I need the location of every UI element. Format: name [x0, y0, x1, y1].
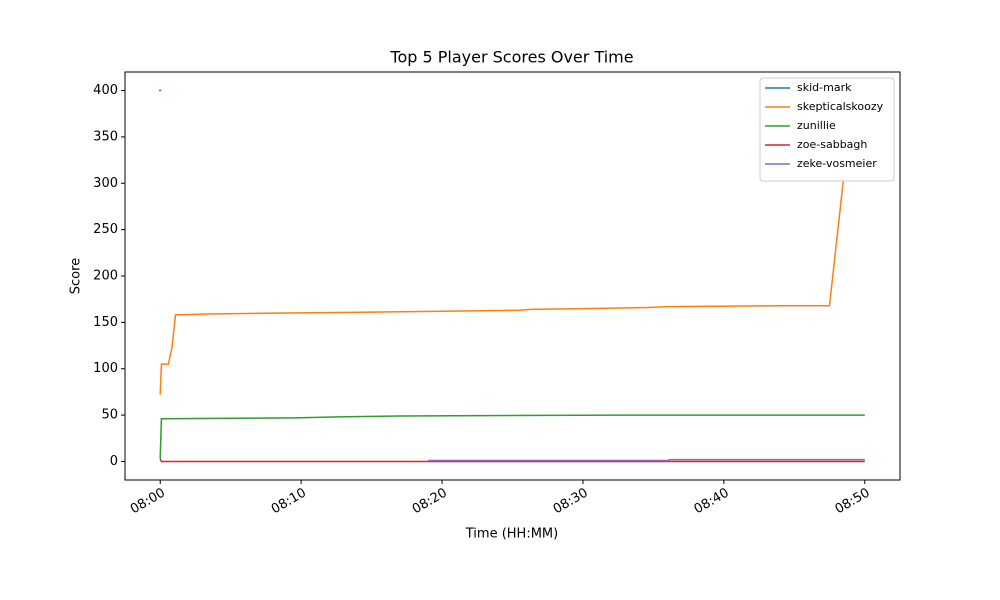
legend-box [759, 77, 895, 182]
legend: skid-mark skepticalskoozy zunillie zoe-sabb… [759, 77, 895, 182]
series-line [159, 414, 865, 459]
y-tick-label: 50 [101, 408, 118, 423]
legend-label: zunillie [797, 119, 836, 132]
x-axis-label: Time (HH:MM) [465, 527, 558, 542]
series-line [159, 112, 865, 395]
legend-label: zoe-sabbagh [797, 138, 867, 151]
series-line [159, 458, 865, 463]
chart-title: Top 5 Player Scores Over Time [389, 48, 633, 67]
y-tick-label: 400 [93, 83, 118, 98]
legend-label: skepticalskoozy [797, 100, 884, 113]
y-tick-label: 350 [93, 129, 118, 144]
y-tick-label: 150 [93, 315, 118, 330]
y-tick-label: 100 [93, 361, 118, 376]
legend-label: skid-mark [797, 81, 852, 94]
y-axis-label: Score [69, 258, 84, 294]
y-tick-label: 250 [93, 222, 118, 237]
legend-label: zeke-vosmeier [797, 157, 877, 170]
plot-frame [124, 71, 901, 481]
series-line [428, 458, 865, 462]
y-tick-label: 0 [110, 454, 118, 469]
y-tick-label: 200 [93, 269, 118, 284]
y-tick-label: 300 [93, 176, 118, 191]
